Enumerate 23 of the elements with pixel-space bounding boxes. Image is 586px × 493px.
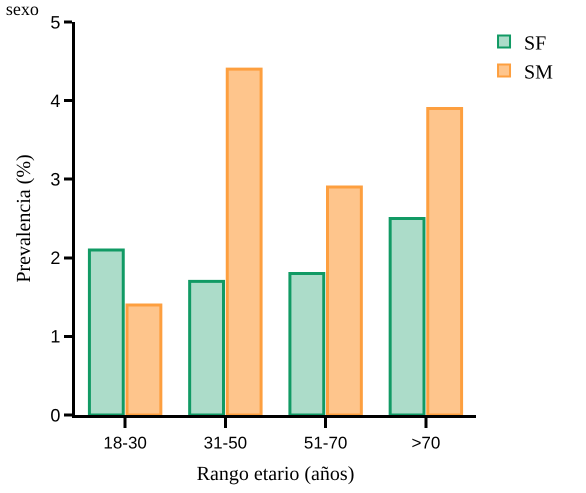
y-axis-title: Prevalencia (%) xyxy=(12,154,35,283)
y-tick-label: 5 xyxy=(50,12,60,32)
bar xyxy=(326,186,363,415)
y-tick-label: 0 xyxy=(50,405,60,426)
bar xyxy=(126,303,162,415)
bar xyxy=(188,280,225,415)
bar xyxy=(288,272,326,415)
y-tick-label: 3 xyxy=(50,170,60,190)
bar xyxy=(88,248,125,415)
x-tick-label: 31-50 xyxy=(204,433,248,452)
legend-label: SF xyxy=(524,32,546,54)
x-tick-label: 51-70 xyxy=(304,433,348,452)
y-tick-label: 2 xyxy=(50,248,60,268)
legend-label: SM xyxy=(524,61,554,84)
bar xyxy=(388,217,426,415)
x-tick-label: >70 xyxy=(411,433,440,452)
bar xyxy=(426,106,464,415)
bar xyxy=(226,68,263,415)
x-axis-title: Rango etario (años) xyxy=(196,462,354,485)
y-tick-label: 1 xyxy=(50,326,60,347)
x-tick-label: 18-30 xyxy=(103,433,147,452)
chart-title: sexo xyxy=(6,0,39,20)
y-tick-label: 4 xyxy=(50,90,60,111)
